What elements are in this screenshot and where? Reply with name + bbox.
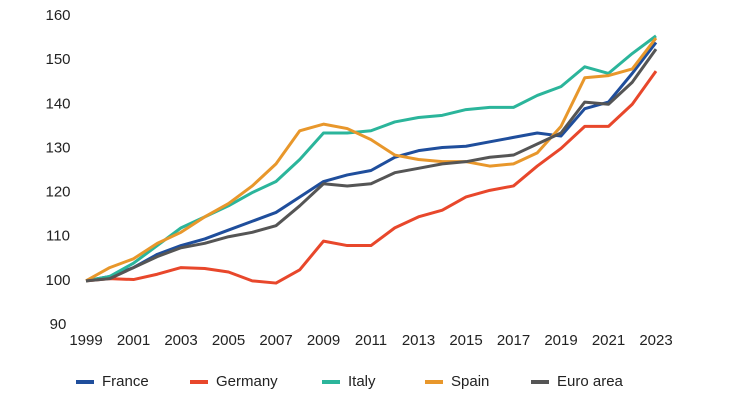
legend-label: Italy xyxy=(348,373,376,390)
series-line xyxy=(85,37,658,283)
y-tick-label: 110 xyxy=(46,228,70,245)
x-tick-label: 2023 xyxy=(639,332,672,349)
x-tick-label: 2003 xyxy=(164,332,197,349)
x-tick-label: 2011 xyxy=(355,332,387,349)
x-tick-label: 2013 xyxy=(402,332,435,349)
series-line xyxy=(85,48,658,283)
y-tick-label: 160 xyxy=(45,7,70,24)
x-tick-label: 2021 xyxy=(592,332,625,349)
x-tick-label: 1999 xyxy=(69,332,102,349)
y-tick-label: 90 xyxy=(50,316,67,333)
series-line xyxy=(85,34,657,283)
y-tick-label: 120 xyxy=(45,184,70,201)
x-tick-label: 2015 xyxy=(449,332,482,349)
y-tick-label: 100 xyxy=(45,272,70,289)
series-line xyxy=(85,41,658,283)
legend-label: Germany xyxy=(216,373,278,390)
y-tick-label: 140 xyxy=(45,95,70,112)
legend-label: Euro area xyxy=(557,373,624,390)
series-line xyxy=(85,70,658,285)
x-tick-label: 2019 xyxy=(544,332,577,349)
x-tick-label: 2009 xyxy=(307,332,340,349)
legend-label: France xyxy=(102,373,149,390)
legend-label: Spain xyxy=(451,373,489,390)
x-tick-label: 2005 xyxy=(212,332,245,349)
y-tick-label: 130 xyxy=(45,139,70,156)
x-tick-label: 2001 xyxy=(117,332,150,349)
x-tick-label: 2007 xyxy=(259,332,292,349)
y-tick-label: 150 xyxy=(45,51,70,68)
x-tick-label: 2017 xyxy=(497,332,530,349)
